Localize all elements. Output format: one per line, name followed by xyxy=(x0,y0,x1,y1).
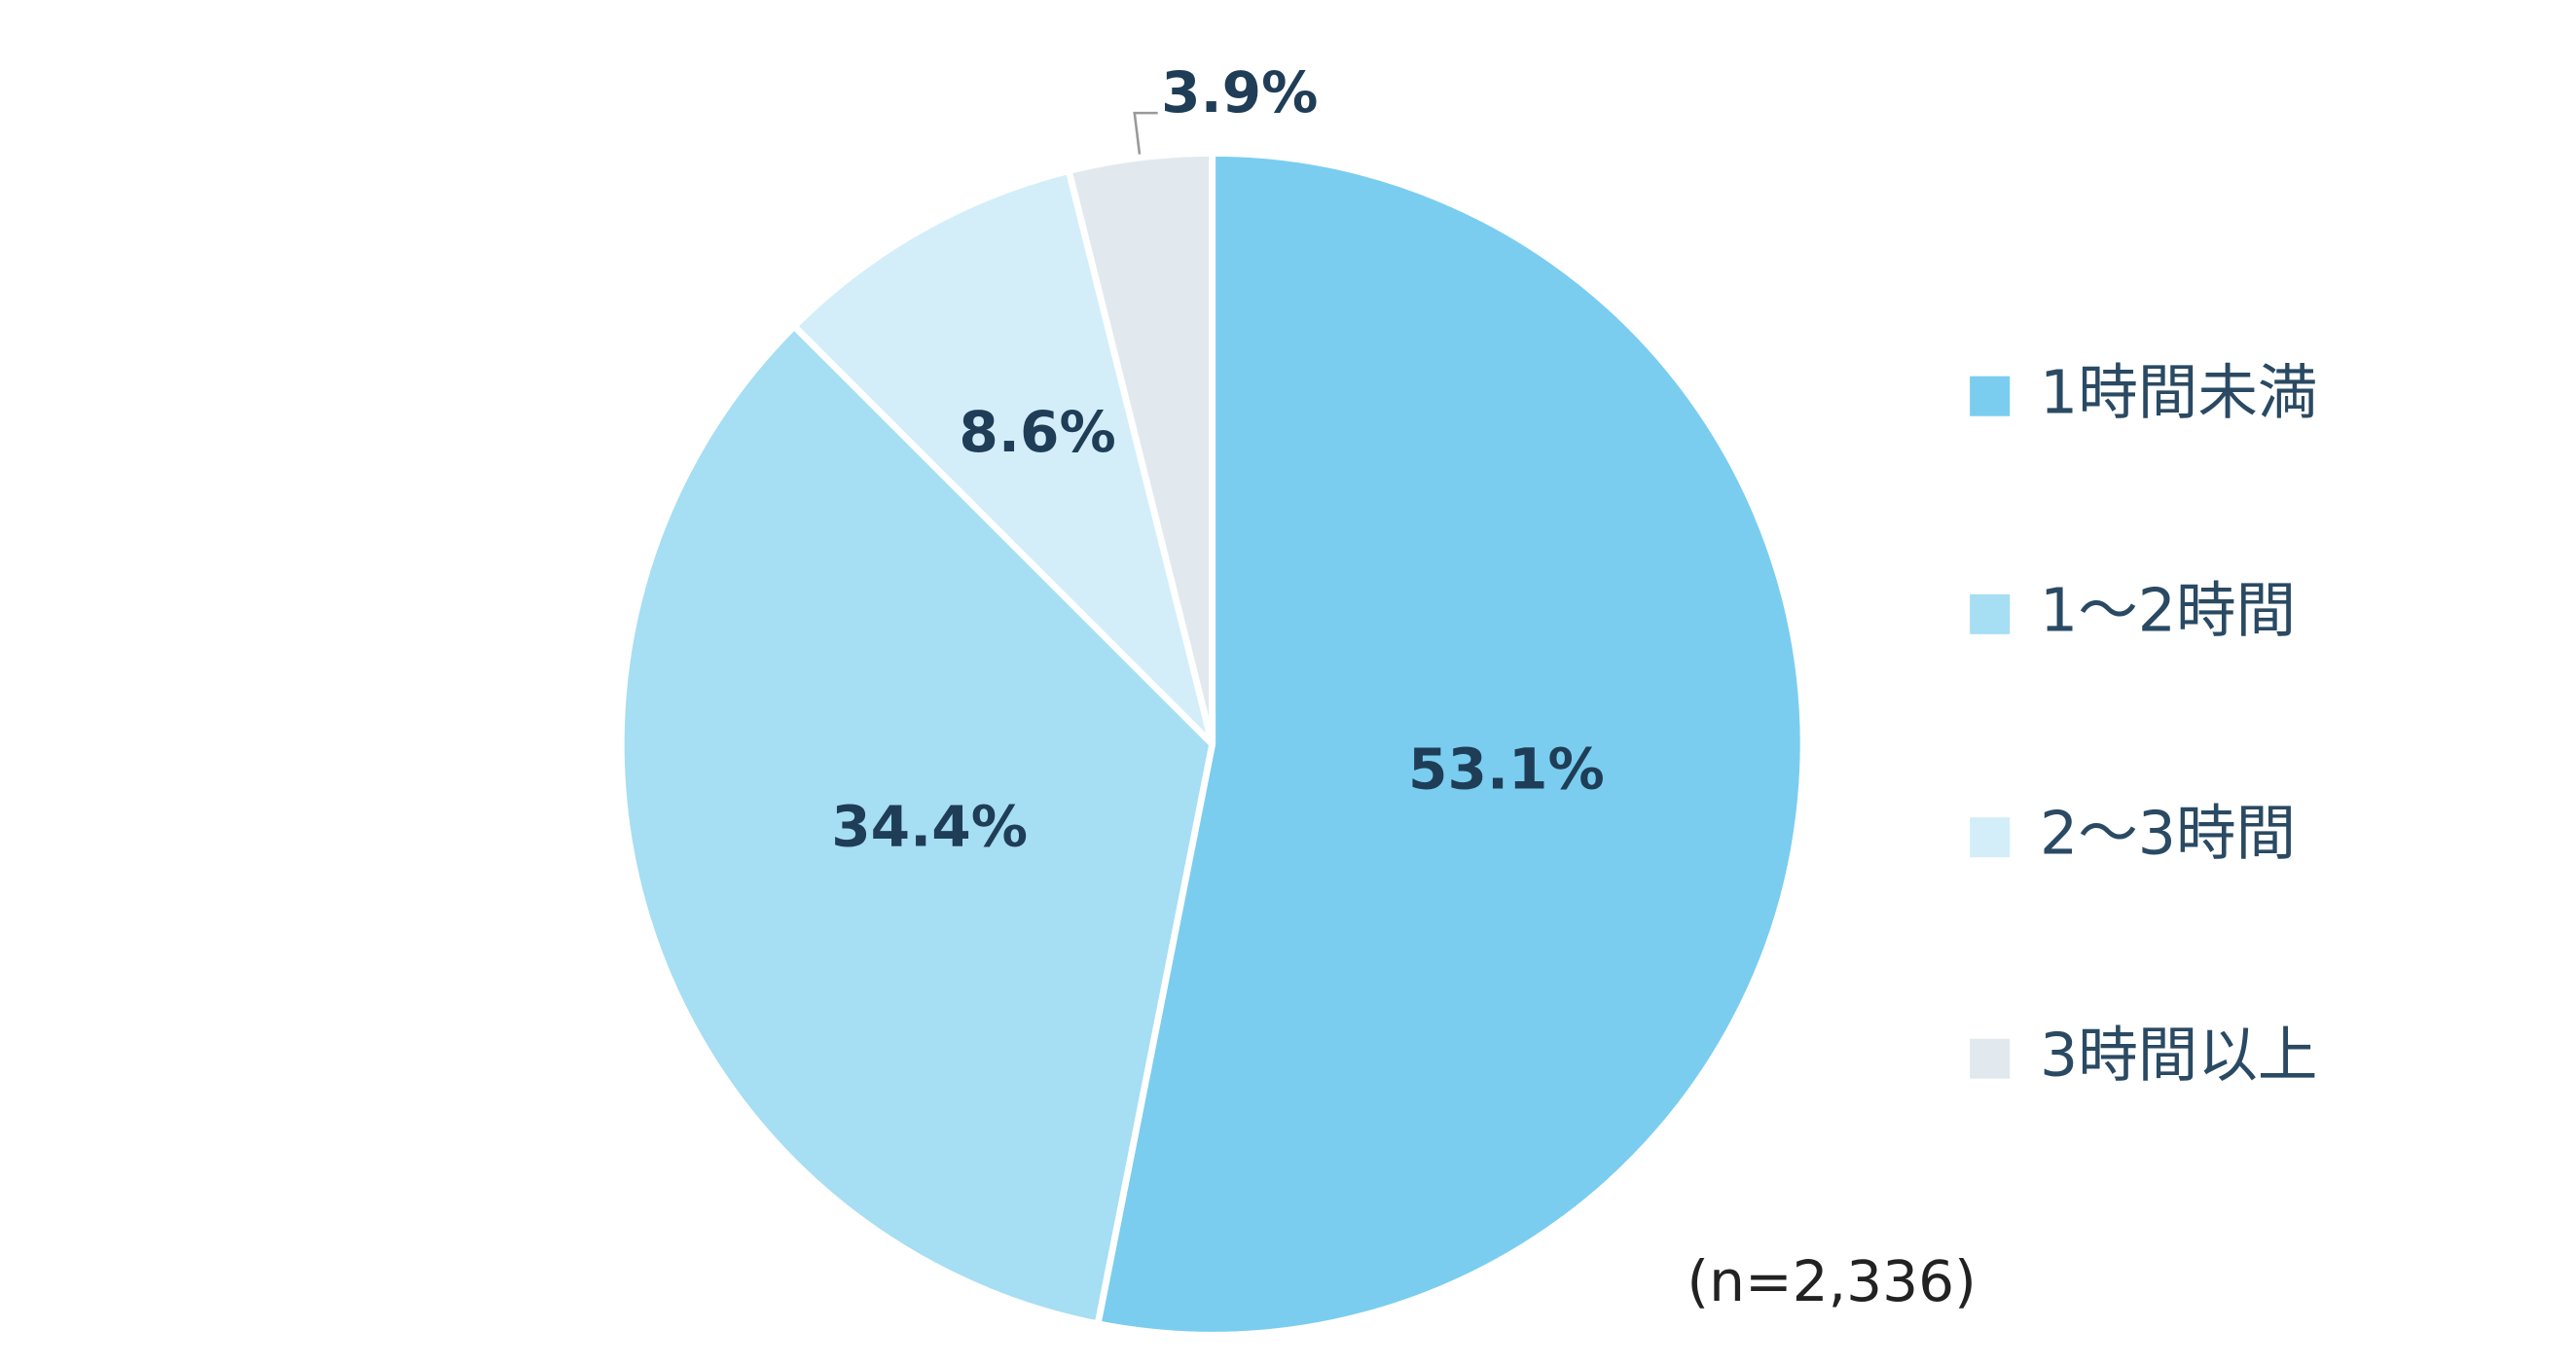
pie-slice xyxy=(1065,149,1216,748)
legend-swatch xyxy=(1970,593,2011,634)
legend-swatch xyxy=(1970,1038,2011,1079)
data-label: 53.1% xyxy=(1408,736,1605,802)
legend-label: 1～2時間 xyxy=(2040,575,2296,645)
legend-swatch xyxy=(1970,817,2011,858)
legend-label: 2～3時間 xyxy=(2040,799,2296,869)
legend-label: 1時間未満 xyxy=(2040,357,2318,427)
leader-line xyxy=(1133,111,1158,155)
pie-slice xyxy=(790,167,1216,748)
pie-slice xyxy=(1094,149,1807,1339)
sample-size-note: (n=2,336) xyxy=(1687,1248,1976,1314)
legend-label: 3時間以上 xyxy=(2040,1020,2318,1090)
data-label: 8.6% xyxy=(959,399,1115,465)
data-label: 3.9% xyxy=(1161,59,1318,126)
legend-swatch xyxy=(1970,376,2011,416)
data-label: 34.4% xyxy=(831,793,1028,859)
pie-slice xyxy=(617,322,1216,1328)
